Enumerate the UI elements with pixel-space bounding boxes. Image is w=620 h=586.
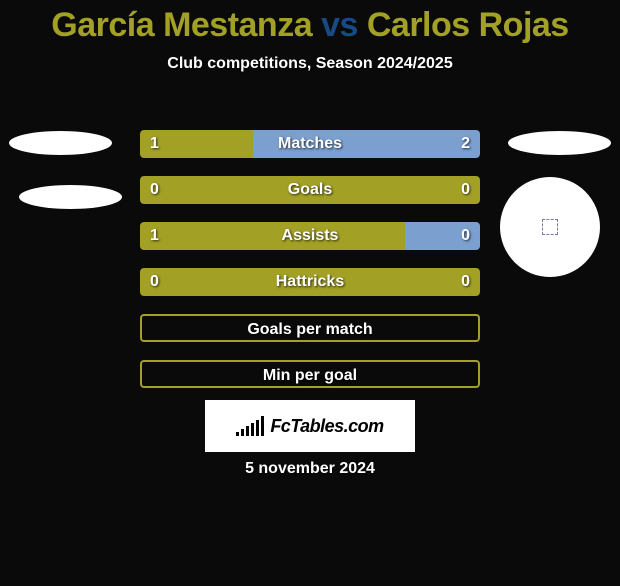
stat-label: Goals per match <box>142 316 478 342</box>
stat-bar-left <box>140 176 480 204</box>
title-player2: Carlos Rojas <box>367 6 569 44</box>
logo-box: FcTables.com <box>205 400 415 452</box>
date-label: 5 november 2024 <box>0 460 620 478</box>
stat-row: 00Goals <box>140 176 480 204</box>
stat-value-left: 0 <box>150 268 159 296</box>
stat-value-right: 0 <box>461 222 470 250</box>
stat-value-left: 1 <box>150 130 159 158</box>
stat-row: 12Matches <box>140 130 480 158</box>
player1-avatar-top <box>9 131 112 155</box>
stat-value-right: 0 <box>461 268 470 296</box>
title-player1: García Mestanza <box>51 6 312 44</box>
stat-row: 00Hattricks <box>140 268 480 296</box>
page-title: García Mestanza vs Carlos Rojas <box>0 6 620 45</box>
player2-avatar-circle <box>500 177 600 277</box>
stat-value-left: 0 <box>150 176 159 204</box>
stat-row: 10Assists <box>140 222 480 250</box>
logo-bars-icon <box>236 416 264 436</box>
stat-value-right: 2 <box>461 130 470 158</box>
stat-bar-right <box>253 130 480 158</box>
logo-text: FcTables.com <box>270 416 383 437</box>
stat-bar-left <box>140 222 405 250</box>
stat-row: Goals per match <box>140 314 480 342</box>
subtitle: Club competitions, Season 2024/2025 <box>0 55 620 73</box>
stats-container: 12Matches00Goals10Assists00HattricksGoal… <box>140 130 480 406</box>
stat-value-right: 0 <box>461 176 470 204</box>
stat-bar-left <box>140 268 480 296</box>
stat-row: Min per goal <box>140 360 480 388</box>
stat-label: Min per goal <box>142 362 478 388</box>
player2-avatar-top <box>508 131 611 155</box>
player1-avatar-bottom <box>19 185 122 209</box>
title-vs: vs <box>321 6 358 44</box>
image-placeholder-icon <box>542 219 558 235</box>
stat-value-left: 1 <box>150 222 159 250</box>
